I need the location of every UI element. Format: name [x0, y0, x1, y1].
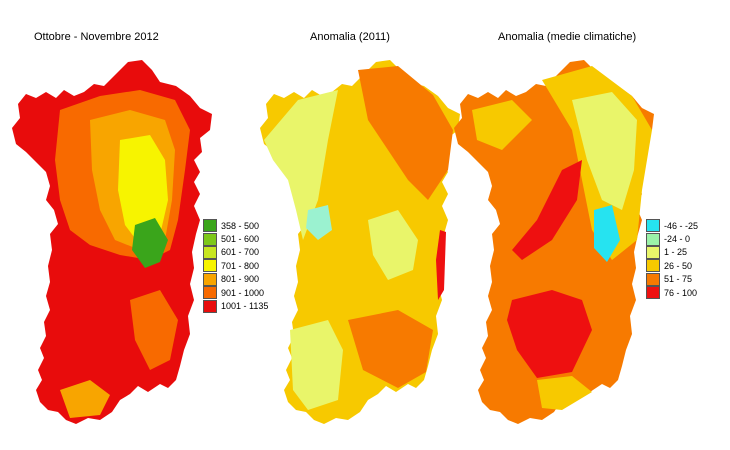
map-anomaly-climate-zone — [507, 290, 592, 378]
map-rainfall-zone — [130, 290, 178, 370]
legend-swatch — [646, 219, 660, 233]
legend-row: 358 - 500 — [203, 219, 268, 233]
map-anomaly-climate-zone — [512, 160, 582, 260]
legend-swatch — [203, 286, 217, 300]
legend-label: 1001 - 1135 — [221, 301, 269, 312]
legend-label: -24 - 0 — [664, 234, 691, 245]
legend-row: -46 - -25 — [646, 219, 699, 233]
map-anomaly-climate-zone — [594, 205, 620, 262]
legend-label: 26 - 50 — [664, 260, 693, 271]
legend-swatch — [203, 272, 217, 286]
legend-swatch — [203, 299, 217, 313]
map-title-rainfall: Ottobre - Novembre 2012 — [34, 31, 159, 43]
map-anomaly-2011-zone — [306, 205, 332, 240]
legend-row: 801 - 900 — [203, 272, 268, 286]
legend-label: 801 - 900 — [221, 274, 260, 285]
legend-row: 76 - 100 — [646, 286, 698, 300]
legend-label: 1 - 25 — [664, 247, 688, 258]
legend-row: 51 - 75 — [646, 272, 698, 286]
legend-swatch — [646, 259, 660, 273]
legend-label: -46 - -25 — [664, 220, 699, 231]
legend-row: 601 - 700 — [203, 245, 268, 259]
map-anomaly-2011-zone — [436, 230, 446, 300]
legend-swatch — [203, 259, 217, 273]
legend-row: 501 - 600 — [203, 232, 268, 246]
map-anomaly-climate — [454, 60, 654, 424]
legend-label: 901 - 1000 — [221, 287, 265, 298]
legend-label: 501 - 600 — [221, 234, 260, 245]
legend-row: 1 - 25 — [646, 245, 698, 259]
map-rainfall-zone — [132, 218, 168, 268]
legend-swatch — [646, 272, 660, 286]
legend-label: 701 - 800 — [221, 260, 260, 271]
map-anomaly-2011-zone — [358, 66, 453, 200]
legend-label: 358 - 500 — [221, 220, 260, 231]
legend-label: 51 - 75 — [664, 274, 693, 285]
legend-swatch — [203, 245, 217, 259]
map-rainfall-zone — [118, 135, 168, 245]
legend-swatch — [646, 286, 660, 300]
legend-row: -24 - 0 — [646, 232, 698, 246]
map-anomaly-2011-zone — [368, 210, 418, 280]
map-title-anomaly-2011: Anomalia (2011) — [310, 31, 390, 43]
legend-anomaly: -46 - -25 -24 - 0 1 - 25 26 - 50 51 - 75… — [646, 219, 699, 300]
map-title-anomaly-climate: Anomalia (medie climatiche) — [498, 31, 637, 43]
map-anomaly-climate-zone — [572, 92, 637, 210]
legend-swatch — [646, 232, 660, 246]
map-anomaly-climate-zone — [472, 100, 532, 150]
map-anomaly-2011 — [260, 60, 460, 424]
map-anomaly-2011-zone — [290, 320, 343, 410]
legend-row: 1001 - 1135 — [203, 299, 269, 313]
legend-swatch — [203, 232, 217, 246]
legend-swatch — [646, 245, 660, 259]
legend-label: 76 - 100 — [664, 287, 698, 298]
map-anomaly-climate-zone — [537, 376, 592, 410]
legend-label: 601 - 700 — [221, 247, 260, 258]
map-rainfall-zone — [60, 380, 110, 418]
legend-row: 701 - 800 — [203, 259, 268, 273]
map-anomaly-2011-zone — [348, 310, 433, 388]
legend-row: 26 - 50 — [646, 259, 698, 273]
legend-rainfall: 358 - 500 501 - 600 601 - 700 701 - 800 … — [203, 219, 268, 313]
map-rainfall — [12, 60, 212, 424]
legend-swatch — [203, 219, 217, 233]
legend-row: 901 - 1000 — [203, 286, 268, 300]
map-anomaly-2011-zone — [264, 90, 338, 240]
